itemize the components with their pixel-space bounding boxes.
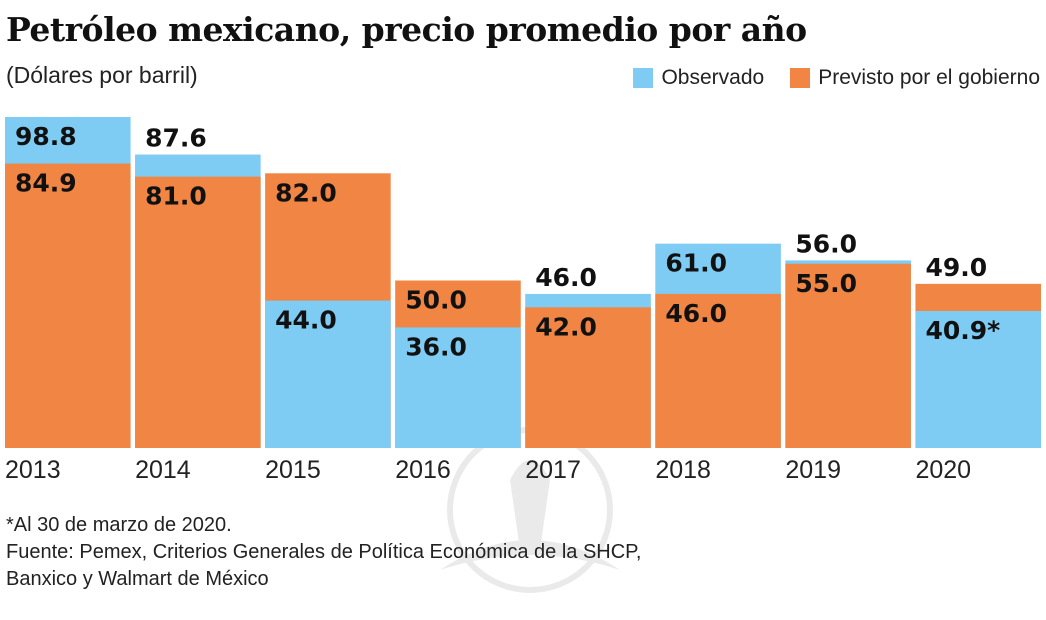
x-tick-label-2015: 2015 [265, 456, 321, 484]
data-label-2018-previsto: 46.0 [665, 299, 727, 328]
source-line-1: Fuente: Pemex, Criterios Generales de Po… [6, 541, 642, 563]
bar-2014-previsto [135, 176, 261, 448]
x-tick-label-2016: 2016 [395, 456, 451, 484]
data-label-2019-previsto: 55.0 [795, 269, 857, 298]
bar-2016-observado [395, 327, 521, 448]
legend-swatch-previsto [790, 68, 811, 88]
legend-label-previsto: Previsto por el gobierno [818, 66, 1040, 89]
bar-2020-observado [915, 310, 1041, 448]
legend-swatch-observado [633, 68, 654, 88]
data-label-2014-previsto: 81.0 [145, 182, 207, 211]
legend-label-observado: Observado [661, 66, 765, 89]
chart-title: Petróleo mexicano, precio promedio por a… [6, 10, 807, 49]
data-label-2019-observado: 56.0 [795, 229, 857, 258]
data-label-2015-previsto: 82.0 [275, 178, 337, 207]
data-label-2013-previsto: 84.9 [15, 169, 77, 198]
data-label-2020-observado: 40.9* [925, 316, 1000, 345]
data-label-2013-observado: 98.8 [15, 122, 77, 151]
data-label-2017-observado: 46.0 [535, 263, 597, 292]
data-label-2018-observado: 61.0 [665, 249, 727, 278]
x-tick-label-2018: 2018 [655, 456, 711, 484]
footnote: *Al 30 de marzo de 2020. [6, 514, 232, 536]
data-label-2020-previsto: 49.0 [925, 253, 987, 282]
bar-2013-previsto [5, 163, 131, 448]
x-tick-label-2019: 2019 [785, 456, 841, 484]
legend-item-observado: Observado [633, 66, 764, 90]
legend: Observado Previsto por el gobierno [615, 66, 1040, 90]
x-tick-label-2020: 2020 [915, 456, 971, 484]
bar-chart: 98.8 84.9 2013 87.6 81.0 2014 82.0 44.0 2015 50.0… [5, 117, 1041, 484]
data-label-2016-observado: 36.0 [405, 332, 467, 361]
data-label-2016-previsto: 50.0 [405, 286, 467, 315]
source-line-2: Banxico y Walmart de México [6, 568, 269, 590]
notes: *Al 30 de marzo de 2020. Fuente: Pemex, … [6, 512, 642, 593]
x-tick-label-2013: 2013 [5, 456, 61, 484]
bar-2018-previsto [655, 293, 781, 448]
x-tick-label-2014: 2014 [135, 456, 191, 484]
bar-2017-previsto [525, 307, 651, 448]
chart-subtitle: (Dólares por barril) [6, 62, 198, 88]
bar-2015-observado [265, 300, 391, 448]
x-tick-label-2017: 2017 [525, 456, 581, 484]
data-label-2014-observado: 87.6 [145, 124, 207, 153]
data-label-2017-previsto: 42.0 [535, 312, 597, 341]
legend-item-previsto: Previsto por el gobierno [790, 66, 1040, 90]
data-label-2015-observado: 44.0 [275, 306, 337, 335]
bar-2019-previsto [785, 263, 911, 448]
